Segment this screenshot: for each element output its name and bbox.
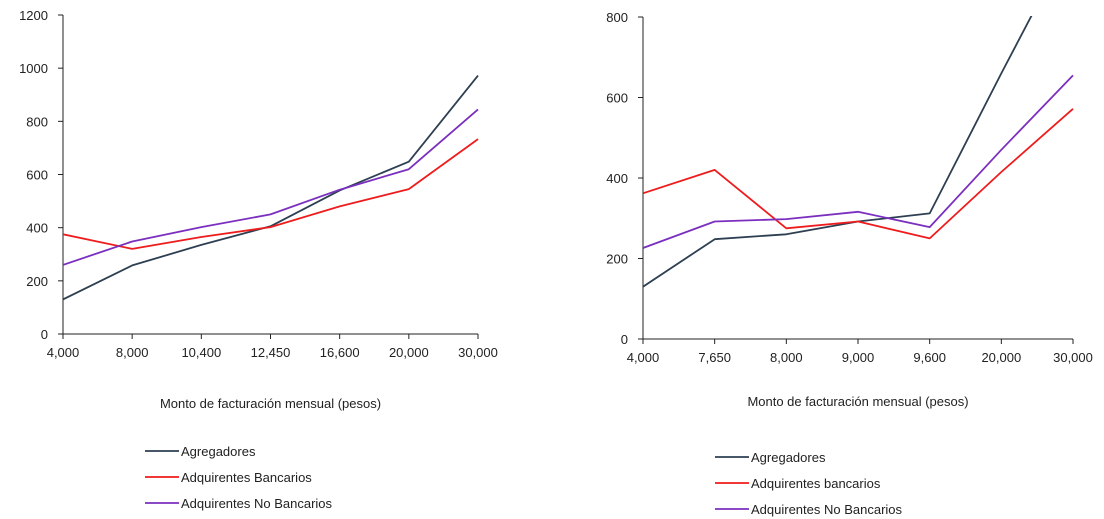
- plot-area: [643, 16, 1074, 288]
- y-tick-label: 200: [606, 252, 628, 267]
- legend-label: Agregadores: [751, 450, 826, 465]
- x-tick-label: 30,000: [1053, 350, 1093, 365]
- x-tick-label: 12,450: [251, 345, 291, 360]
- x-tick-label: 4,000: [47, 345, 80, 360]
- y-tick-label: 200: [26, 274, 48, 289]
- x-tick-label: 8,000: [770, 350, 803, 365]
- legend-label: Adquirentes Bancarios: [181, 470, 312, 485]
- x-axis-title: Monto de facturación mensual (pesos): [160, 396, 381, 411]
- y-tick-label: 0: [621, 332, 628, 347]
- y-tick-label: 1000: [19, 61, 48, 76]
- legend-label: Adquirentes No Bancarios: [181, 496, 333, 511]
- chart-right: 0 200 400 600 800 4,000 7,650 8,000 9,000 9,600 20…: [606, 10, 1093, 517]
- legend-label: Adquirentes No Bancarios: [751, 502, 903, 517]
- x-tick-label: 16,600: [320, 345, 360, 360]
- legend-label: Agregadores: [181, 444, 256, 459]
- plot-area: [63, 75, 479, 301]
- x-tick-label: 7,650: [698, 350, 731, 365]
- x-tick-label: 8,000: [116, 345, 149, 360]
- y-tick-label: 600: [606, 91, 628, 106]
- legend: Agregadores Adquirentes Bancarios Adquiren…: [145, 444, 333, 511]
- x-tick-label: 9,600: [913, 350, 946, 365]
- series-line-adquirentes-bancarios: [63, 138, 479, 250]
- x-tick-label: 20,000: [981, 350, 1021, 365]
- y-tick-label: 400: [26, 221, 48, 236]
- x-tick-label: 30,000: [458, 345, 498, 360]
- x-tick-label: 20,000: [389, 345, 429, 360]
- series-line-adquirentes-no-bancarios: [643, 74, 1074, 249]
- x-tick-label: 4,000: [627, 350, 660, 365]
- x-tick-label: 10,400: [181, 345, 221, 360]
- y-tick-label: 1200: [19, 8, 48, 23]
- x-axis-title: Monto de facturación mensual (pesos): [747, 394, 968, 409]
- series-line-adquirentes-bancarios: [643, 108, 1074, 240]
- x-tick-label: 9,000: [842, 350, 875, 365]
- series-line-adquirentes-no-bancarios: [63, 108, 479, 266]
- legend-label: Adquirentes bancarios: [751, 476, 881, 491]
- y-tick-label: 0: [41, 327, 48, 342]
- y-tick-label: 600: [26, 168, 48, 183]
- y-tick-label: 800: [26, 114, 48, 129]
- chart-left: 0 200 400 600 800 1000 1200 4,000 8,000 10,400 12,…: [19, 8, 498, 511]
- y-tick-label: 400: [606, 171, 628, 186]
- y-tick-label: 800: [606, 10, 628, 25]
- series-line-agregadores: [63, 75, 479, 301]
- legend: Agregadores Adquirentes bancarios Adquiren…: [715, 450, 903, 517]
